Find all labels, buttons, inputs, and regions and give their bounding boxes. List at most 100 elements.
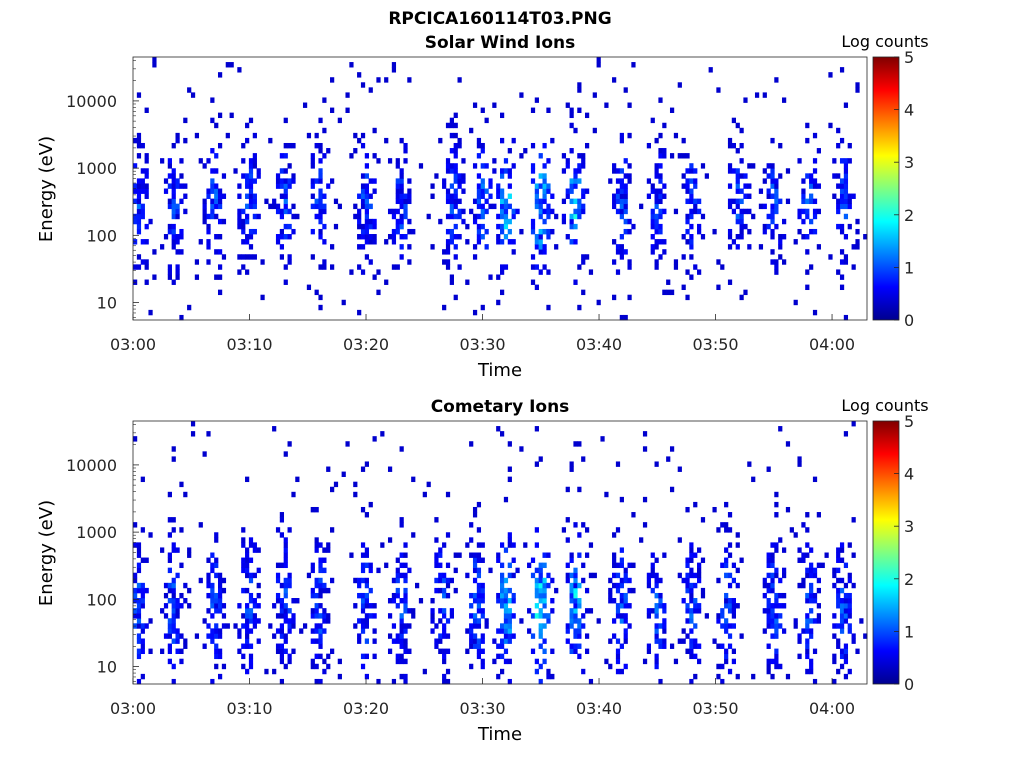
heatmap-cell: [658, 598, 663, 604]
heatmap-cell: [569, 112, 574, 119]
heatmap-cell: [689, 572, 694, 579]
heatmap-cell: [658, 132, 663, 139]
heatmap-cell: [395, 158, 400, 164]
heatmap-cell: [565, 158, 570, 164]
heatmap-cell: [457, 208, 462, 215]
heatmap-cell: [283, 142, 288, 149]
heatmap-cell: [214, 188, 219, 194]
heatmap-cell: [863, 633, 868, 639]
heatmap-cell: [689, 557, 694, 563]
heatmap-cell: [279, 193, 285, 199]
heatmap-cell: [577, 618, 582, 624]
heatmap-cell: [322, 264, 327, 270]
heatmap-cell: [384, 77, 389, 83]
heatmap-cell: [500, 643, 505, 649]
heatmap-cell: [503, 633, 509, 639]
colorbar-tick-label: 3: [904, 153, 914, 172]
heatmap-cell: [581, 289, 586, 296]
heatmap-cell: [438, 618, 443, 624]
heatmap-cell: [608, 587, 613, 594]
heatmap-cell: [720, 562, 725, 569]
heatmap-cell: [364, 618, 369, 624]
heatmap-cell: [812, 198, 818, 205]
heatmap-cell: [612, 572, 617, 579]
heatmap-cell: [542, 582, 547, 589]
heatmap-cell: [252, 132, 257, 139]
heatmap-cell: [619, 668, 624, 675]
heatmap-cell: [133, 598, 138, 604]
heatmap-cell: [167, 557, 172, 563]
heatmap-cell: [631, 562, 636, 569]
heatmap-cell: [839, 188, 845, 194]
heatmap-cell: [727, 552, 733, 558]
heatmap-cell: [615, 244, 621, 250]
heatmap-cell: [248, 183, 254, 189]
heatmap-cell: [530, 633, 536, 639]
heatmap-cell: [241, 663, 246, 670]
heatmap-cell: [747, 244, 752, 250]
heatmap-cell: [136, 193, 142, 199]
heatmap-cell: [391, 67, 397, 73]
heatmap-cell: [774, 542, 779, 548]
heatmap-cell: [221, 193, 227, 199]
heatmap-cell: [766, 618, 771, 624]
heatmap-cell: [774, 567, 779, 574]
heatmap-cell: [214, 598, 219, 604]
heatmap-cell: [843, 183, 849, 189]
heatmap-cell: [801, 193, 806, 199]
heatmap-cell: [484, 618, 489, 624]
heatmap-cell: [681, 598, 686, 604]
heatmap-cell: [646, 193, 652, 199]
heatmap-cell: [283, 203, 288, 210]
heatmap-cell: [175, 547, 180, 553]
heatmap-cell: [577, 486, 582, 493]
heatmap-cell: [685, 577, 690, 584]
heatmap-cell: [202, 618, 207, 624]
heatmap-cell: [210, 562, 215, 569]
heatmap-cell: [500, 562, 505, 569]
heatmap-cell: [403, 623, 408, 629]
heatmap-cell: [546, 213, 551, 220]
heatmap-cell: [368, 178, 373, 184]
heatmap-cell: [577, 633, 582, 639]
heatmap-cell: [453, 132, 458, 139]
heatmap-cell: [407, 567, 412, 574]
heatmap-cell: [167, 269, 172, 275]
heatmap-cell: [210, 148, 215, 154]
heatmap-cell: [411, 608, 416, 614]
heatmap-cell: [836, 643, 841, 649]
heatmap-cell: [666, 456, 671, 462]
heatmap-cell: [724, 572, 729, 579]
heatmap-cell: [476, 608, 482, 614]
heatmap-cell: [318, 613, 323, 619]
heatmap-cell: [245, 618, 250, 624]
heatmap-cell: [476, 603, 482, 609]
heatmap-cell: [561, 168, 567, 174]
heatmap-cell: [144, 107, 149, 113]
heatmap-cell: [758, 203, 764, 210]
heatmap-cell: [245, 254, 250, 260]
heatmap-cell: [399, 552, 404, 558]
heatmap-cell: [770, 587, 775, 594]
heatmap-cell: [751, 673, 756, 680]
heatmap-cell: [214, 213, 219, 220]
heatmap-cell: [449, 577, 454, 584]
heatmap-cell: [403, 208, 408, 215]
heatmap-cell: [619, 577, 624, 584]
heatmap-cell: [438, 648, 443, 655]
heatmap-cell: [569, 188, 574, 194]
heatmap-cell: [430, 618, 435, 624]
heatmap-cell: [480, 613, 485, 619]
heatmap-cell: [739, 188, 744, 194]
heatmap-cell: [252, 598, 257, 604]
heatmap-cell: [507, 441, 512, 447]
heatmap-cell: [360, 203, 366, 210]
heatmap-cell: [399, 522, 404, 528]
heatmap-cell: [774, 183, 779, 189]
heatmap-cell: [673, 658, 679, 665]
heatmap-cell: [507, 532, 512, 538]
heatmap-cell: [171, 213, 176, 220]
heatmap-cell: [669, 107, 675, 113]
heatmap-cell: [407, 193, 412, 199]
heatmap-cell: [519, 228, 524, 235]
